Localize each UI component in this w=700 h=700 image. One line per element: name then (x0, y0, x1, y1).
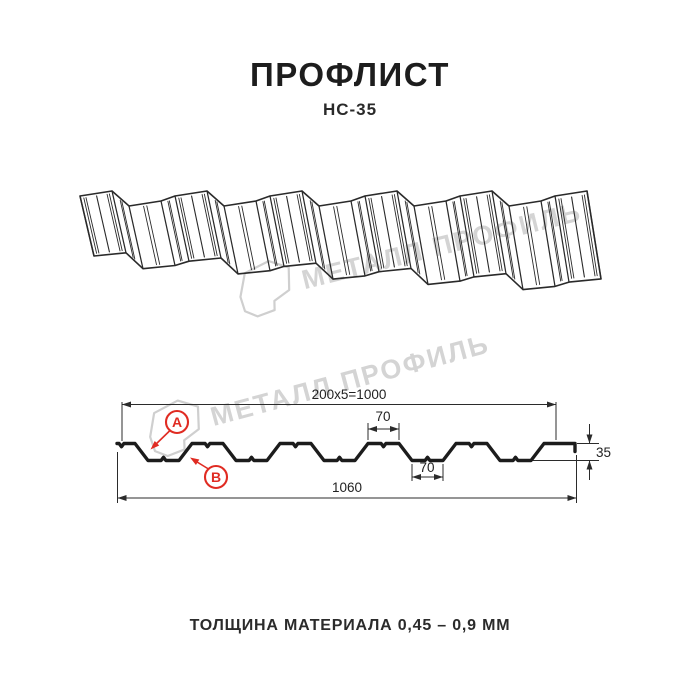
profile-3d-view (79, 190, 602, 291)
dim-overall-width: 1060 (332, 480, 362, 495)
dim-height: 35 (596, 445, 611, 460)
metall-profil-logo-icon (149, 399, 200, 458)
callout-b-label: B (211, 469, 221, 485)
watermark-text: МЕТАЛЛ ПРОФИЛЬ (207, 329, 492, 432)
material-thickness-note: ТОЛЩИНА МАТЕРИАЛА 0,45 – 0,9 ММ (189, 617, 511, 634)
profile-model: НС-35 (322, 100, 378, 119)
callout-a-label: A (172, 414, 182, 430)
surface-callouts (150, 409, 229, 490)
profile-cross-section (115, 441, 577, 463)
dim-bottom-flange: 70 (419, 460, 434, 475)
watermark-text: МЕТАЛЛ ПРОФИЛЬ (299, 196, 585, 295)
page-title: ПРОФЛИСТ (250, 56, 450, 93)
dimension-lines (117, 401, 599, 503)
dim-coverage: 200x5=1000 (312, 387, 387, 402)
metall-profil-logo-icon (239, 259, 291, 318)
dim-top-flange: 70 (375, 409, 390, 424)
